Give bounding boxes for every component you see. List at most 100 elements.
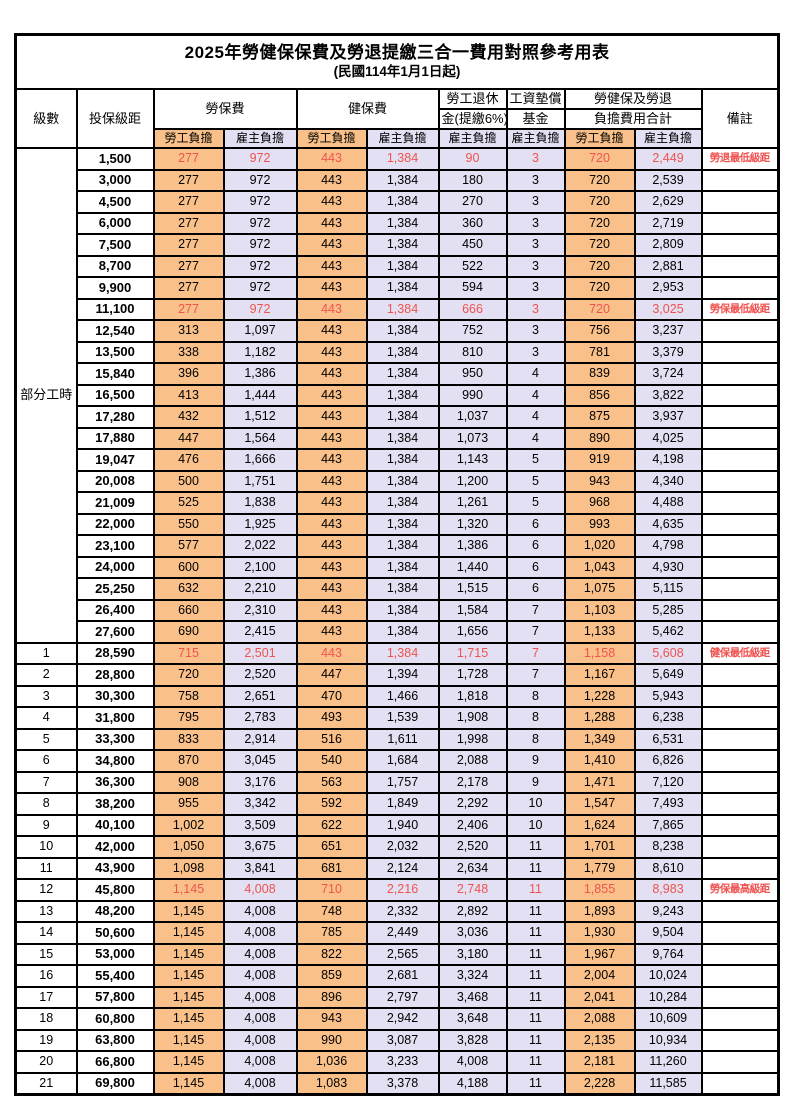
- health-employee-cell: 443: [295, 469, 368, 493]
- table-row: 19,047 476 1,666 443 1,384 1,143 5 919 4,198: [16, 448, 780, 472]
- labor-employer-cell: 4,008: [222, 1007, 298, 1031]
- title-row: 2025年勞健保保費及勞退提繳三合一費用對照參考用表 (民國114年1月1日起): [14, 33, 780, 90]
- page-title: 2025年勞健保保費及勞退提繳三合一費用對照參考用表: [184, 43, 610, 63]
- table-row: 26,400 660 2,310 443 1,384 1,584 7 1,103 5,285: [16, 598, 780, 622]
- fund-cell: 3: [505, 168, 566, 192]
- remark-cell: [700, 168, 780, 192]
- health-employer-cell: 1,940: [365, 813, 440, 837]
- bracket-cell: 28,800: [75, 663, 155, 687]
- level-cell: 1: [14, 641, 78, 665]
- col-header-pension-line2: 金(提繳6%): [437, 108, 508, 130]
- bracket-cell: 26,400: [75, 598, 155, 622]
- table-row: 8 38,200 955 3,342 592 1,849 2,292 10 1,547 7,493: [14, 792, 780, 816]
- health-employer-cell: 3,378: [365, 1071, 440, 1096]
- total-employee-cell: 1,701: [563, 835, 636, 859]
- labor-employee-cell: 1,098: [152, 856, 225, 880]
- labor-employee-cell: 277: [152, 276, 225, 300]
- total-employer-cell: 9,764: [633, 942, 703, 966]
- total-employer-cell: 3,237: [633, 319, 703, 343]
- labor-employee-cell: 1,145: [152, 985, 225, 1009]
- health-employer-cell: 1,384: [365, 383, 440, 407]
- fund-cell: 5: [505, 469, 566, 493]
- bracket-cell: 34,800: [75, 749, 155, 773]
- table-row: 4,500 277 972 443 1,384 270 3 720 2,629: [16, 190, 780, 214]
- table-row: 4 31,800 795 2,783 493 1,539 1,908 8 1,288 6,238: [14, 706, 780, 730]
- health-employee-cell: 443: [295, 555, 368, 579]
- fund-cell: 11: [505, 899, 566, 923]
- health-employer-cell: 1,384: [365, 448, 440, 472]
- total-employer-cell: 7,493: [633, 792, 703, 816]
- total-employer-cell: 7,865: [633, 813, 703, 837]
- bracket-cell: 15,840: [75, 362, 155, 386]
- pension-cell: 1,386: [437, 534, 508, 558]
- total-employee-cell: 943: [563, 469, 636, 493]
- pension-cell: 1,908: [437, 706, 508, 730]
- col-header-bracket: 投保級距: [75, 88, 155, 149]
- total-employee-cell: 720: [563, 211, 636, 235]
- fund-cell: 11: [505, 856, 566, 880]
- remark-cell: [700, 598, 780, 622]
- health-employee-cell: 443: [295, 233, 368, 257]
- total-employee-cell: 720: [563, 276, 636, 300]
- labor-employee-cell: 795: [152, 706, 225, 730]
- bracket-cell: 12,540: [75, 319, 155, 343]
- col-header-pension-line1: 勞工退休: [437, 88, 508, 110]
- total-employer-cell: 3,937: [633, 405, 703, 429]
- health-employer-cell: 1,849: [365, 792, 440, 816]
- table-row: 6,000 277 972 443 1,384 360 3 720 2,719: [16, 211, 780, 235]
- pension-cell: 2,088: [437, 749, 508, 773]
- remark-cell: [700, 1028, 780, 1052]
- health-employer-cell: 1,384: [365, 190, 440, 214]
- health-employee-cell: 1,036: [295, 1050, 368, 1074]
- total-employer-cell: 3,025: [633, 297, 703, 321]
- labor-employee-cell: 715: [152, 641, 225, 665]
- fund-cell: 7: [505, 620, 566, 644]
- bracket-cell: 66,800: [75, 1050, 155, 1074]
- bracket-cell: 36,300: [75, 770, 155, 794]
- health-employer-cell: 1,384: [365, 362, 440, 386]
- table-row: 2 28,800 720 2,520 447 1,394 1,728 7 1,167 5,649: [14, 663, 780, 687]
- labor-employee-cell: 277: [152, 254, 225, 278]
- table-row: 15,840 396 1,386 443 1,384 950 4 839 3,724: [16, 362, 780, 386]
- total-employee-cell: 890: [563, 426, 636, 450]
- total-employer-cell: 2,809: [633, 233, 703, 257]
- pension-cell: 1,728: [437, 663, 508, 687]
- table-row: 部分工時 1,500 277 972 443 1,384 90 3 720 2,449 勞退最低級距: [14, 147, 780, 644]
- health-employee-cell: 443: [295, 254, 368, 278]
- level-cell: 12: [14, 878, 78, 902]
- table-body: 部分工時 1,500 277 972 443 1,384 90 3 720 2,449 勞退最低級距…: [14, 147, 780, 1096]
- health-employer-cell: 1,394: [365, 663, 440, 687]
- total-employee-cell: 720: [563, 147, 636, 171]
- table-row: 6 34,800 870 3,045 540 1,684 2,088 9 1,410 6,826: [14, 749, 780, 773]
- labor-employer-cell: 4,008: [222, 964, 298, 988]
- labor-employer-cell: 2,783: [222, 706, 298, 730]
- fund-cell: 3: [505, 233, 566, 257]
- fund-cell: 3: [505, 276, 566, 300]
- level-cell: 21: [14, 1071, 78, 1096]
- fund-cell: 4: [505, 405, 566, 429]
- health-employer-cell: 1,384: [365, 491, 440, 515]
- table-row: 21,009 525 1,838 443 1,384 1,261 5 968 4,488: [16, 491, 780, 515]
- health-employee-cell: 785: [295, 921, 368, 945]
- table-row: 10 42,000 1,050 3,675 651 2,032 2,520 11 1,701 8,…: [14, 835, 780, 859]
- labor-employer-cell: 2,501: [222, 641, 298, 665]
- total-employee-cell: 1,779: [563, 856, 636, 880]
- labor-employer-cell: 4,008: [222, 1028, 298, 1052]
- fund-cell: 3: [505, 211, 566, 235]
- labor-employee-cell: 413: [152, 383, 225, 407]
- fund-cell: 9: [505, 770, 566, 794]
- health-employee-cell: 748: [295, 899, 368, 923]
- bracket-cell: 50,600: [75, 921, 155, 945]
- remark-cell: [700, 254, 780, 278]
- total-employee-cell: 1,167: [563, 663, 636, 687]
- bracket-cell: 40,100: [75, 813, 155, 837]
- subheader-fund-employer: 雇主負擔: [505, 128, 566, 149]
- labor-employer-cell: 2,310: [222, 598, 298, 622]
- bracket-cell: 16,500: [75, 383, 155, 407]
- pension-cell: 2,892: [437, 899, 508, 923]
- pension-cell: 1,515: [437, 577, 508, 601]
- labor-employee-cell: 1,145: [152, 1071, 225, 1096]
- remark-cell: [700, 340, 780, 364]
- pension-cell: 450: [437, 233, 508, 257]
- total-employer-cell: 4,798: [633, 534, 703, 558]
